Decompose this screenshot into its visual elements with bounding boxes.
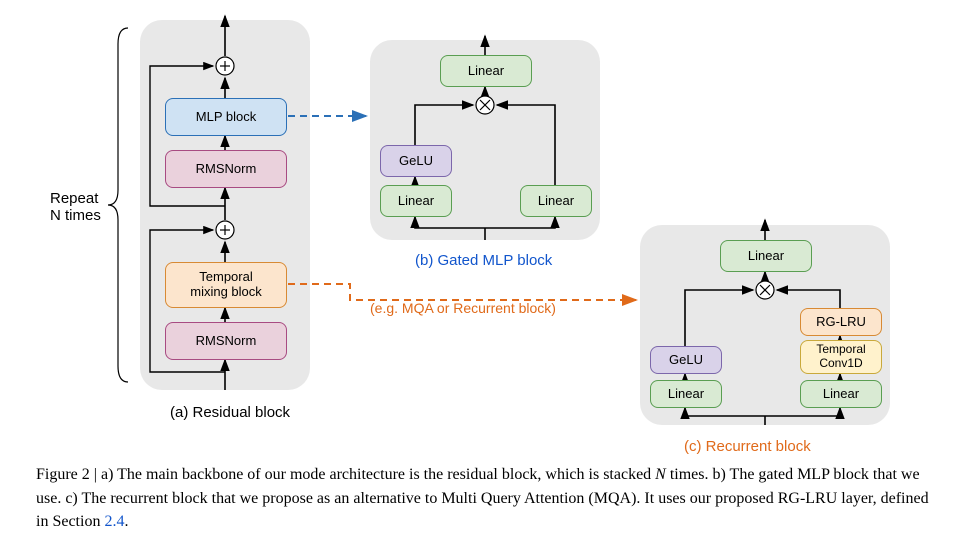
node-c-linear-l: Linear (650, 380, 722, 408)
figure-page: MLP block RMSNorm Temporal mixing block … (0, 0, 968, 553)
node-label: GeLU (399, 154, 433, 169)
node-label: RMSNorm (196, 334, 257, 349)
node-label: MLP block (196, 110, 256, 125)
callout-recurrent (288, 284, 636, 300)
node-mlp-block: MLP block (165, 98, 287, 136)
node-b-gelu: GeLU (380, 145, 452, 177)
node-label: Temporal Conv1D (816, 343, 865, 371)
node-c-linear-top: Linear (720, 240, 812, 272)
node-temporal-mixing: Temporal mixing block (165, 262, 287, 308)
node-label: Linear (538, 194, 574, 209)
node-b-linear-top: Linear (440, 55, 532, 87)
node-label: Linear (668, 387, 704, 402)
caption-prefix: Figure 2 | (36, 466, 101, 483)
node-label: RG-LRU (816, 315, 866, 330)
node-label: Linear (823, 387, 859, 402)
mqa-note: (e.g. MQA or Recurrent block) (370, 300, 556, 316)
node-label: Linear (468, 64, 504, 79)
node-b-linear-r: Linear (520, 185, 592, 217)
node-c-tconv: Temporal Conv1D (800, 340, 882, 374)
node-label: RMSNorm (196, 162, 257, 177)
subcaption-a: (a) Residual block (170, 404, 290, 421)
caption-N: N (655, 466, 666, 483)
figure-caption: Figure 2 | a) The main backbone of our m… (36, 463, 932, 533)
repeat-brace (108, 28, 128, 382)
node-label: Temporal mixing block (190, 270, 262, 300)
subcaption-c: (c) Recurrent block (684, 438, 811, 455)
node-rmsnorm-upper: RMSNorm (165, 150, 287, 188)
node-c-rglru: RG-LRU (800, 308, 882, 336)
node-c-gelu: GeLU (650, 346, 722, 374)
caption-body-a: a) The main backbone of our mode archite… (101, 466, 655, 483)
node-c-linear-r: Linear (800, 380, 882, 408)
subcaption-b: (b) Gated MLP block (415, 252, 552, 269)
caption-secref: 2.4 (104, 513, 124, 530)
node-label: Linear (748, 249, 784, 264)
node-label: GeLU (669, 353, 703, 368)
repeat-label: Repeat N times (50, 190, 101, 224)
caption-tail: . (124, 513, 128, 530)
node-b-linear-l: Linear (380, 185, 452, 217)
node-rmsnorm-lower: RMSNorm (165, 322, 287, 360)
node-label: Linear (398, 194, 434, 209)
